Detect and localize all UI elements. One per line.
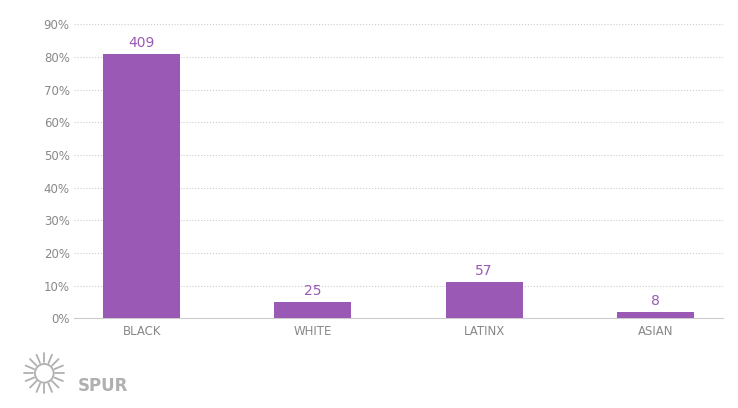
Text: 25: 25 (304, 284, 322, 298)
Bar (103, 54, 180, 318)
Text: SPUR: SPUR (77, 377, 128, 395)
Text: 409: 409 (128, 36, 155, 50)
Text: 57: 57 (475, 264, 493, 278)
Text: 8: 8 (651, 294, 660, 308)
Bar (275, 302, 351, 318)
Bar (617, 312, 694, 318)
Bar (446, 282, 523, 318)
